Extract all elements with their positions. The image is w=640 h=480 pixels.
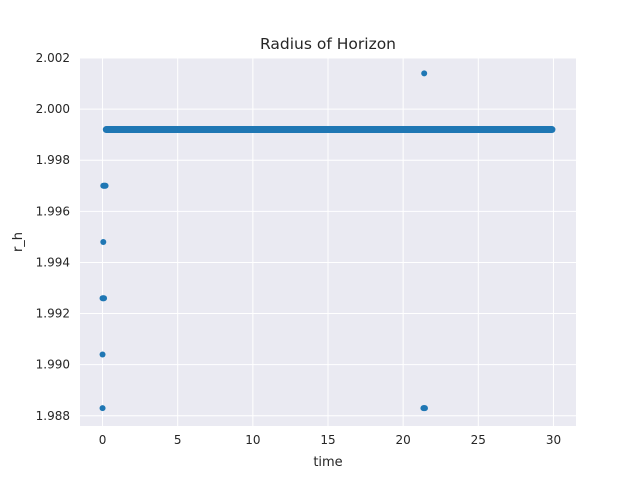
data-point [99,405,106,412]
x-tick-label: 15 [320,433,335,447]
data-point [100,239,107,245]
x-axis-title: time [313,455,342,470]
dense-point-band [102,126,556,134]
x-tick-label: 20 [396,433,411,447]
x-axis-ticks: 0 5 10 15 20 25 30 [99,433,561,447]
x-tick-label: 10 [245,433,260,447]
y-axis-ticks: 1.988 1.990 1.992 1.994 1.996 1.998 2.000 2.002 [36,51,70,423]
y-tick-label: 1.996 [36,204,70,218]
y-tick-label: 1.988 [36,409,70,423]
data-point [421,405,428,412]
data-point [421,70,428,77]
y-tick-label: 1.994 [36,255,70,269]
x-tick-label: 30 [546,433,561,447]
data-point [99,351,106,358]
chart-title: Radius of Horizon [260,35,396,53]
y-tick-label: 1.990 [36,358,70,372]
grid-lines [80,57,576,426]
x-tick-label: 25 [471,433,486,447]
y-tick-label: 1.998 [36,153,70,167]
y-tick-label: 2.000 [36,102,70,116]
y-tick-label: 1.992 [36,307,70,321]
x-tick-label: 0 [99,433,107,447]
y-tick-label: 2.002 [36,51,70,65]
data-point [102,182,109,189]
data-points [99,70,556,412]
y-axis-title: r_h [11,232,26,252]
data-point [101,295,108,302]
x-tick-label: 5 [174,433,182,447]
